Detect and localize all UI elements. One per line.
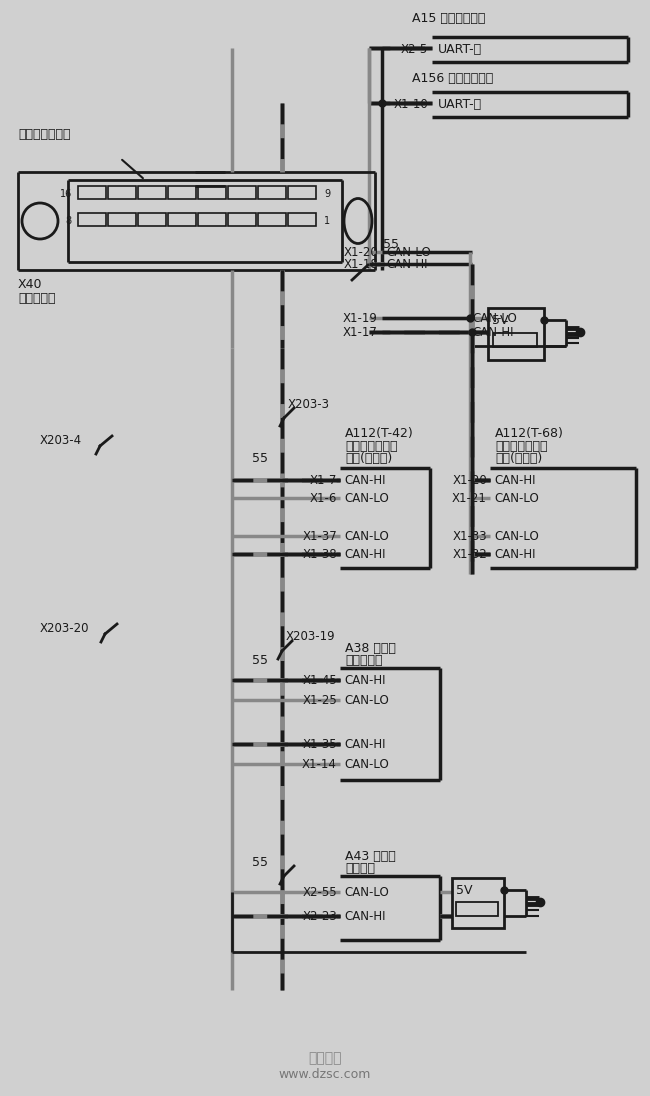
Bar — [168, 213, 196, 226]
Text: X203-3: X203-3 — [288, 398, 330, 411]
Bar — [168, 186, 196, 199]
Text: X2-5: X2-5 — [401, 43, 428, 56]
Bar — [198, 186, 226, 199]
Text: CAN-LO: CAN-LO — [344, 694, 389, 707]
Text: A38 电子制: A38 电子制 — [345, 641, 396, 654]
Text: 55: 55 — [252, 452, 268, 465]
Bar — [108, 186, 136, 199]
Text: 5V: 5V — [492, 313, 508, 327]
Text: 动控制模块: 动控制模块 — [345, 654, 382, 667]
Text: X2-55: X2-55 — [302, 886, 337, 899]
Text: www.dzsc.com: www.dzsc.com — [279, 1069, 371, 1082]
Text: X40: X40 — [18, 278, 42, 292]
Bar — [78, 186, 106, 199]
Text: CAN-HI: CAN-HI — [494, 548, 536, 560]
Text: X1-20: X1-20 — [452, 473, 487, 487]
Text: CAN-HI: CAN-HI — [494, 473, 536, 487]
Text: A15 车身控制模块: A15 车身控制模块 — [412, 11, 486, 24]
Text: 16: 16 — [60, 189, 72, 199]
Bar — [228, 213, 256, 226]
Text: 8: 8 — [66, 216, 72, 226]
Text: X1-33: X1-33 — [452, 529, 487, 543]
Text: 控制模块: 控制模块 — [345, 863, 375, 876]
Bar — [258, 213, 286, 226]
Text: X1-18: X1-18 — [343, 258, 378, 271]
Text: CAN-LO: CAN-LO — [494, 491, 539, 504]
Text: 模块(选装件): 模块(选装件) — [495, 453, 542, 466]
Text: CAN-LO: CAN-LO — [344, 757, 389, 770]
Text: UART-主: UART-主 — [438, 43, 482, 56]
Text: X203-19: X203-19 — [286, 630, 335, 643]
Text: CAN-HI: CAN-HI — [344, 473, 385, 487]
Text: A112(T-68): A112(T-68) — [495, 426, 564, 439]
Text: X1-17: X1-17 — [343, 326, 378, 339]
Text: 5V: 5V — [456, 883, 473, 897]
Text: CAN-HI: CAN-HI — [344, 738, 385, 751]
Text: 55: 55 — [252, 653, 268, 666]
Text: CAN-LO: CAN-LO — [386, 246, 431, 259]
Text: 蓄电池正极电压: 蓄电池正极电压 — [18, 128, 70, 141]
Text: A156 通讯接口模块: A156 通讯接口模块 — [412, 71, 493, 84]
Bar — [488, 308, 544, 359]
Text: 维库一卡: 维库一卡 — [308, 1051, 342, 1065]
Bar — [108, 213, 136, 226]
Text: X1-45: X1-45 — [302, 674, 337, 686]
Text: CAN-LO: CAN-LO — [344, 529, 389, 543]
Text: X1-19: X1-19 — [343, 311, 378, 324]
Text: UART-主: UART-主 — [438, 98, 482, 111]
Text: X1-20: X1-20 — [343, 246, 378, 259]
Bar — [288, 186, 316, 199]
Bar — [228, 186, 256, 199]
Text: 诊断连接器: 诊断连接器 — [18, 292, 55, 305]
Text: X1-25: X1-25 — [302, 694, 337, 707]
Text: CAN-LO: CAN-LO — [472, 311, 517, 324]
Bar — [138, 186, 166, 199]
Text: 模块(选装件): 模块(选装件) — [345, 453, 392, 466]
Text: X1-7: X1-7 — [309, 473, 337, 487]
Text: A43 发动机: A43 发动机 — [345, 849, 396, 863]
Text: CAN-LO: CAN-LO — [344, 886, 389, 899]
Bar — [452, 878, 504, 928]
Text: X1-10: X1-10 — [393, 98, 428, 111]
Text: 55: 55 — [383, 239, 399, 251]
Text: CAN-HI: CAN-HI — [472, 326, 514, 339]
Text: 自动变速器控制: 自动变速器控制 — [345, 439, 398, 453]
Text: 1: 1 — [324, 216, 330, 226]
Bar — [456, 902, 498, 916]
Text: X1-35: X1-35 — [302, 738, 337, 751]
Bar — [258, 186, 286, 199]
Text: 自动变速器控制: 自动变速器控制 — [495, 439, 547, 453]
Bar — [78, 213, 106, 226]
Text: CAN-HI: CAN-HI — [344, 674, 385, 686]
Text: X1-38: X1-38 — [302, 548, 337, 560]
Text: CAN-HI: CAN-HI — [344, 910, 385, 923]
Text: X2-23: X2-23 — [302, 910, 337, 923]
Text: X203-4: X203-4 — [40, 434, 82, 446]
Bar — [198, 213, 226, 226]
Text: CAN-LO: CAN-LO — [494, 529, 539, 543]
Text: 9: 9 — [324, 189, 330, 199]
Text: 55: 55 — [252, 856, 268, 868]
Text: X1-21: X1-21 — [452, 491, 487, 504]
Text: X1-14: X1-14 — [302, 757, 337, 770]
Text: X1-6: X1-6 — [309, 491, 337, 504]
Bar — [493, 333, 537, 347]
Bar — [288, 213, 316, 226]
Text: X203-20: X203-20 — [40, 621, 90, 635]
Text: CAN-LO: CAN-LO — [344, 491, 389, 504]
Text: CAN-HI: CAN-HI — [344, 548, 385, 560]
Text: CAN-HI: CAN-HI — [386, 258, 428, 271]
Text: A112(T-42): A112(T-42) — [345, 426, 414, 439]
Text: X1-32: X1-32 — [452, 548, 487, 560]
Bar — [138, 213, 166, 226]
Text: X1-37: X1-37 — [302, 529, 337, 543]
